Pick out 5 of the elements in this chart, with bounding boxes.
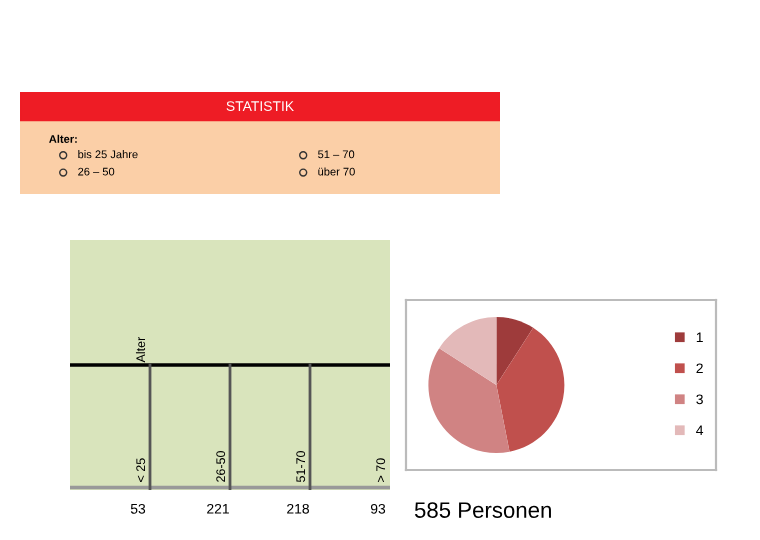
text: 585 Personen bbox=[414, 502, 551, 518]
pie-slice bbox=[428, 348, 510, 453]
pie-slice bbox=[496, 327, 565, 452]
pie-slice bbox=[439, 317, 497, 385]
pie-slice bbox=[496, 317, 534, 385]
